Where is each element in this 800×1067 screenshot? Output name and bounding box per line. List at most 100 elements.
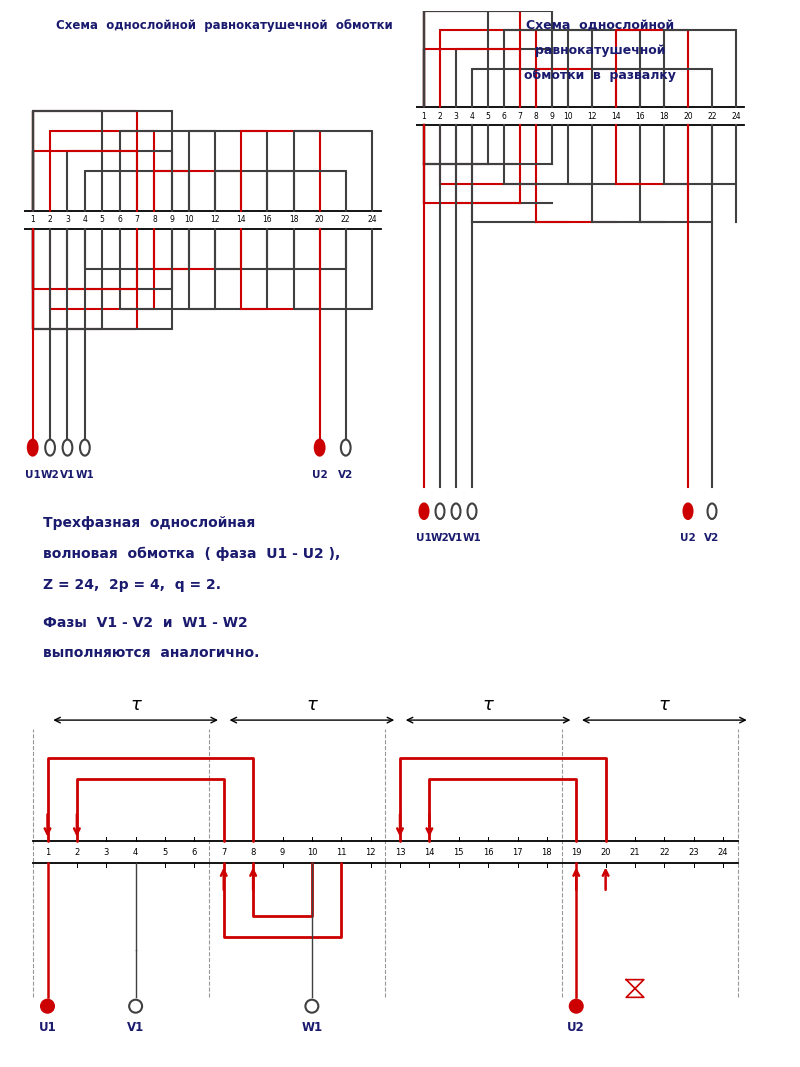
Text: V1: V1 — [60, 471, 75, 480]
Text: U1: U1 — [416, 534, 432, 543]
Text: Схема  однослойной: Схема однослойной — [526, 19, 674, 32]
Text: 4: 4 — [133, 847, 138, 857]
Circle shape — [80, 440, 90, 456]
Text: 20: 20 — [315, 216, 325, 224]
Text: 18: 18 — [659, 112, 669, 121]
Text: 19: 19 — [571, 847, 582, 857]
Text: V1: V1 — [127, 1021, 144, 1034]
Text: 9: 9 — [170, 216, 174, 224]
Text: 1: 1 — [30, 216, 35, 224]
Text: 2: 2 — [74, 847, 79, 857]
Text: W1: W1 — [462, 534, 482, 543]
Text: 3: 3 — [103, 847, 109, 857]
Text: 7: 7 — [221, 847, 226, 857]
Circle shape — [683, 504, 693, 519]
Text: 14: 14 — [424, 847, 434, 857]
Text: W2: W2 — [41, 471, 59, 480]
Text: 4: 4 — [470, 112, 474, 121]
Text: 8: 8 — [152, 216, 157, 224]
Text: 15: 15 — [454, 847, 464, 857]
Text: 13: 13 — [394, 847, 406, 857]
Text: 5: 5 — [486, 112, 490, 121]
Text: 20: 20 — [600, 847, 611, 857]
Circle shape — [435, 504, 445, 519]
Text: равнокатушечной: равнокатушечной — [535, 44, 665, 57]
Text: 10: 10 — [185, 216, 194, 224]
Text: 9: 9 — [280, 847, 285, 857]
Text: 7: 7 — [134, 216, 139, 224]
Circle shape — [306, 1000, 318, 1013]
Text: 6: 6 — [192, 847, 197, 857]
Circle shape — [419, 504, 429, 519]
Text: 22: 22 — [659, 847, 670, 857]
Text: 18: 18 — [289, 216, 298, 224]
Text: 21: 21 — [630, 847, 640, 857]
Text: 3: 3 — [454, 112, 458, 121]
Text: 6: 6 — [118, 216, 122, 224]
Text: обмотки  в  развалку: обмотки в развалку — [524, 68, 676, 82]
Text: τ: τ — [130, 697, 141, 714]
Text: V1: V1 — [448, 534, 464, 543]
Text: 2: 2 — [438, 112, 442, 121]
Circle shape — [62, 440, 72, 456]
Text: U2: U2 — [567, 1021, 585, 1034]
Circle shape — [467, 504, 477, 519]
Text: U2: U2 — [312, 471, 327, 480]
Circle shape — [451, 504, 461, 519]
Text: 5: 5 — [100, 216, 105, 224]
Text: 16: 16 — [483, 847, 494, 857]
Text: W1: W1 — [302, 1021, 322, 1034]
Circle shape — [341, 440, 350, 456]
Text: 2: 2 — [48, 216, 53, 224]
Circle shape — [41, 1000, 54, 1013]
Text: 17: 17 — [512, 847, 523, 857]
Text: 16: 16 — [635, 112, 645, 121]
Text: τ: τ — [306, 697, 318, 714]
Text: выполняются  аналогично.: выполняются аналогично. — [43, 647, 259, 660]
Text: V2: V2 — [704, 534, 720, 543]
Circle shape — [46, 440, 55, 456]
Text: 12: 12 — [366, 847, 376, 857]
Text: Фазы  V1 - V2  и  W1 - W2: Фазы V1 - V2 и W1 - W2 — [43, 616, 247, 630]
Text: 9: 9 — [550, 112, 554, 121]
Circle shape — [570, 1000, 582, 1013]
Circle shape — [314, 440, 325, 456]
Text: 22: 22 — [707, 112, 717, 121]
Text: 18: 18 — [542, 847, 552, 857]
Text: Трехфазная  однослойная: Трехфазная однослойная — [43, 515, 255, 530]
Circle shape — [129, 1000, 142, 1013]
Text: τ: τ — [482, 697, 494, 714]
Text: 23: 23 — [689, 847, 699, 857]
Text: 14: 14 — [237, 216, 246, 224]
Text: W2: W2 — [430, 534, 450, 543]
Text: 24: 24 — [731, 112, 741, 121]
Text: 24: 24 — [367, 216, 377, 224]
Text: 1: 1 — [422, 112, 426, 121]
Text: 8: 8 — [250, 847, 256, 857]
Text: 5: 5 — [162, 847, 168, 857]
Text: τ: τ — [659, 697, 670, 714]
Text: 4: 4 — [82, 216, 87, 224]
Text: U1: U1 — [38, 1021, 56, 1034]
Circle shape — [707, 504, 717, 519]
Text: 22: 22 — [341, 216, 350, 224]
Text: 10: 10 — [563, 112, 573, 121]
Text: волновая  обмотка  ( фаза  U1 - U2 ),: волновая обмотка ( фаза U1 - U2 ), — [43, 546, 340, 561]
Text: U1: U1 — [25, 471, 41, 480]
Text: 8: 8 — [534, 112, 538, 121]
Text: 12: 12 — [587, 112, 597, 121]
Text: 3: 3 — [65, 216, 70, 224]
Text: 11: 11 — [336, 847, 346, 857]
Text: 1: 1 — [45, 847, 50, 857]
Circle shape — [28, 440, 38, 456]
Text: 20: 20 — [683, 112, 693, 121]
Text: 12: 12 — [210, 216, 220, 224]
Text: 14: 14 — [611, 112, 621, 121]
Text: 6: 6 — [502, 112, 506, 121]
Text: U2: U2 — [680, 534, 696, 543]
Text: 10: 10 — [306, 847, 317, 857]
Text: Z = 24,  2p = 4,  q = 2.: Z = 24, 2p = 4, q = 2. — [43, 577, 221, 591]
Text: Схема  однослойной  равнокатушечной  обмотки: Схема однослойной равнокатушечной обмотк… — [56, 19, 392, 32]
Text: 16: 16 — [262, 216, 272, 224]
Text: W1: W1 — [75, 471, 94, 480]
